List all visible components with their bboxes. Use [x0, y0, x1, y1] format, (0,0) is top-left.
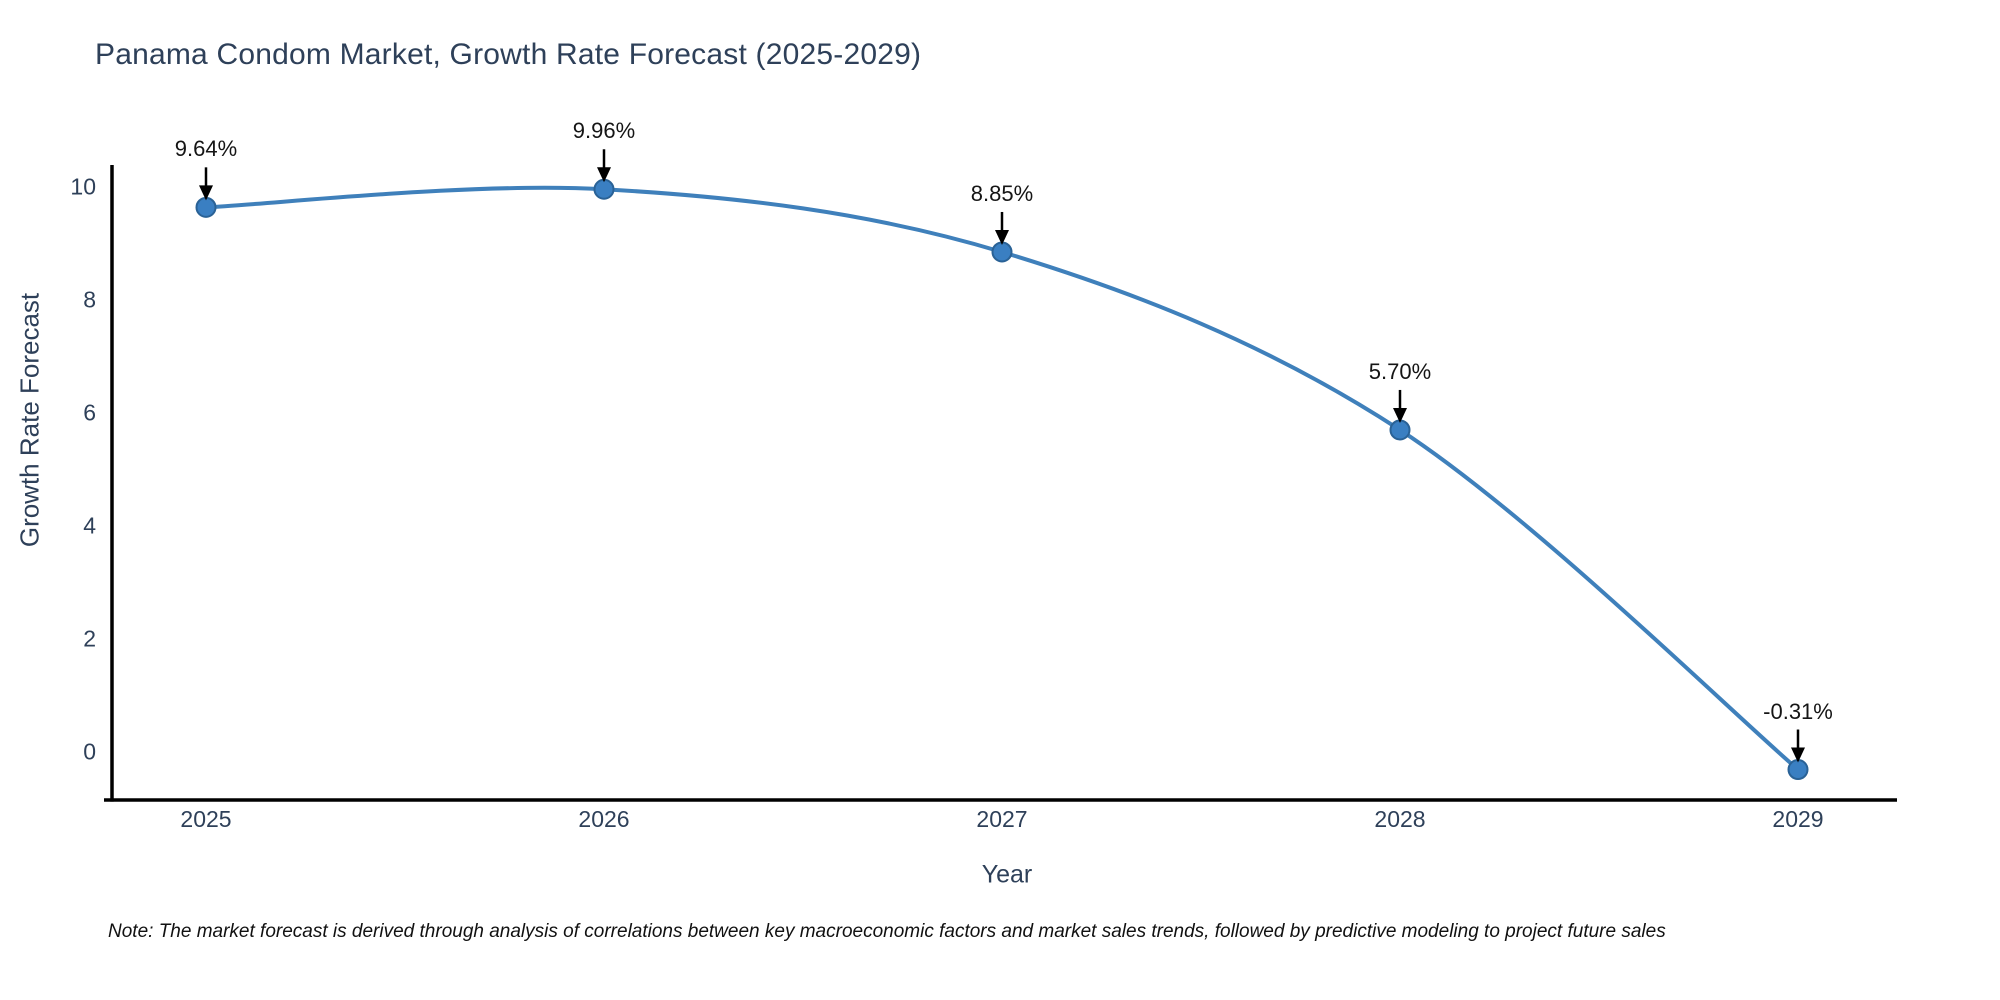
point-annotation: 9.64% — [174, 136, 238, 162]
y-axis-label: Growth Rate Forecast — [14, 292, 45, 548]
point-annotation: 9.96% — [572, 118, 636, 144]
data-point-marker — [593, 178, 615, 200]
data-point-marker — [1787, 759, 1809, 781]
y-tick-label: 10 — [70, 173, 96, 200]
data-point-marker — [1389, 419, 1411, 441]
x-tick-label: 2029 — [1772, 806, 1824, 832]
annotation-arrowhead — [1393, 407, 1407, 423]
annotation-arrowhead — [1791, 747, 1805, 763]
y-tick-label: 2 — [83, 625, 96, 652]
x-axis-label: Year — [981, 860, 1033, 889]
x-tick-label: 2025 — [180, 806, 232, 832]
annotation-arrowhead — [597, 167, 611, 183]
y-tick-label: 8 — [83, 286, 96, 313]
y-tick-label: 4 — [83, 512, 96, 539]
point-annotation: 5.70% — [1368, 358, 1432, 384]
x-tick-label: 2028 — [1374, 806, 1426, 832]
x-tick-label: 2027 — [976, 806, 1028, 832]
annotation-arrowhead — [995, 229, 1009, 245]
point-annotation: 8.85% — [970, 180, 1034, 206]
y-tick-label: 0 — [83, 738, 96, 765]
chart-title: Panama Condom Market, Growth Rate Foreca… — [95, 38, 922, 71]
footnote: Note: The market forecast is derived thr… — [108, 921, 1666, 942]
y-tick-label: 6 — [83, 399, 96, 426]
annotation-arrowhead — [199, 185, 213, 201]
trend-line — [204, 185, 1800, 772]
data-point-marker — [195, 196, 217, 218]
point-annotation: -0.31% — [1763, 698, 1833, 724]
x-tick-label: 2026 — [578, 806, 630, 832]
data-point-marker — [991, 241, 1013, 263]
